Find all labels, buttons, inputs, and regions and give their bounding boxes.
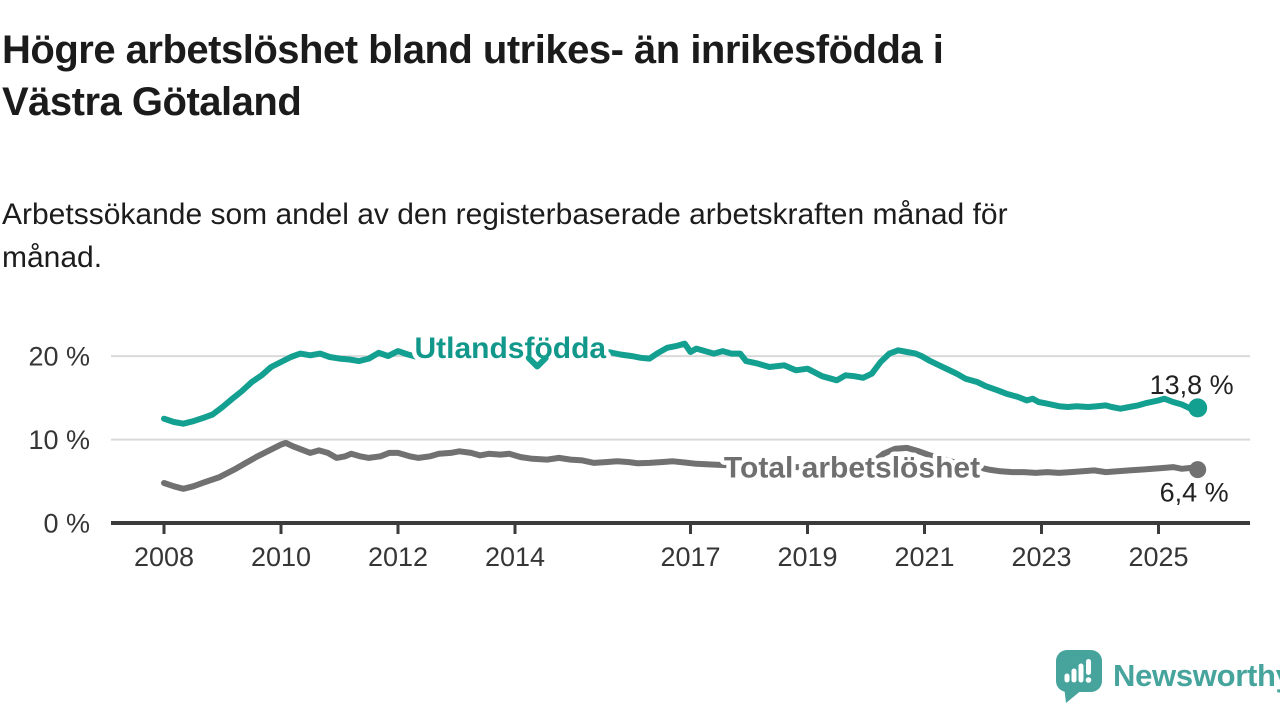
series-line-utlandsfodda (161, 340, 1201, 427)
x-tick-label: 2019 (777, 542, 837, 572)
x-tick-label: 2021 (894, 542, 954, 572)
series-label-utlandsfodda: Utlandsfödda (414, 332, 606, 365)
end-value-label-total: 6,4 % (1160, 478, 1229, 508)
series-line-total (161, 439, 1201, 492)
end-dot-total (1189, 461, 1207, 479)
x-tick-label: 2025 (1128, 542, 1188, 572)
newsworthy-logo-text: Newsworthy (1113, 658, 1280, 693)
newsworthy-logo-icon (1056, 650, 1102, 703)
page-title: Högre arbetslöshet bland utrikes- än inr… (2, 28, 944, 124)
label-arrow-icon (525, 354, 549, 370)
end-value-label-utlandsfodda: 13,8 % (1150, 370, 1234, 400)
x-tick-label: 2010 (251, 542, 311, 572)
x-tick-label: 2008 (134, 542, 194, 572)
x-tick-label: 2014 (485, 542, 545, 572)
y-tick-label: 20 % (28, 342, 90, 372)
x-tick-label: 2017 (660, 542, 720, 572)
x-tick-label: 2012 (368, 542, 428, 572)
x-tick-label: 2023 (1011, 542, 1071, 572)
series-label-total: Total arbetslöshet (724, 452, 980, 485)
newsworthy-logo: Newsworthy (1054, 648, 1280, 704)
y-tick-label: 10 % (28, 425, 90, 455)
page-subtitle: Arbetssökande som andel av den registerb… (2, 198, 1008, 274)
end-dot-utlandsfodda (1188, 398, 1208, 418)
y-tick-label: 0 % (43, 509, 90, 539)
